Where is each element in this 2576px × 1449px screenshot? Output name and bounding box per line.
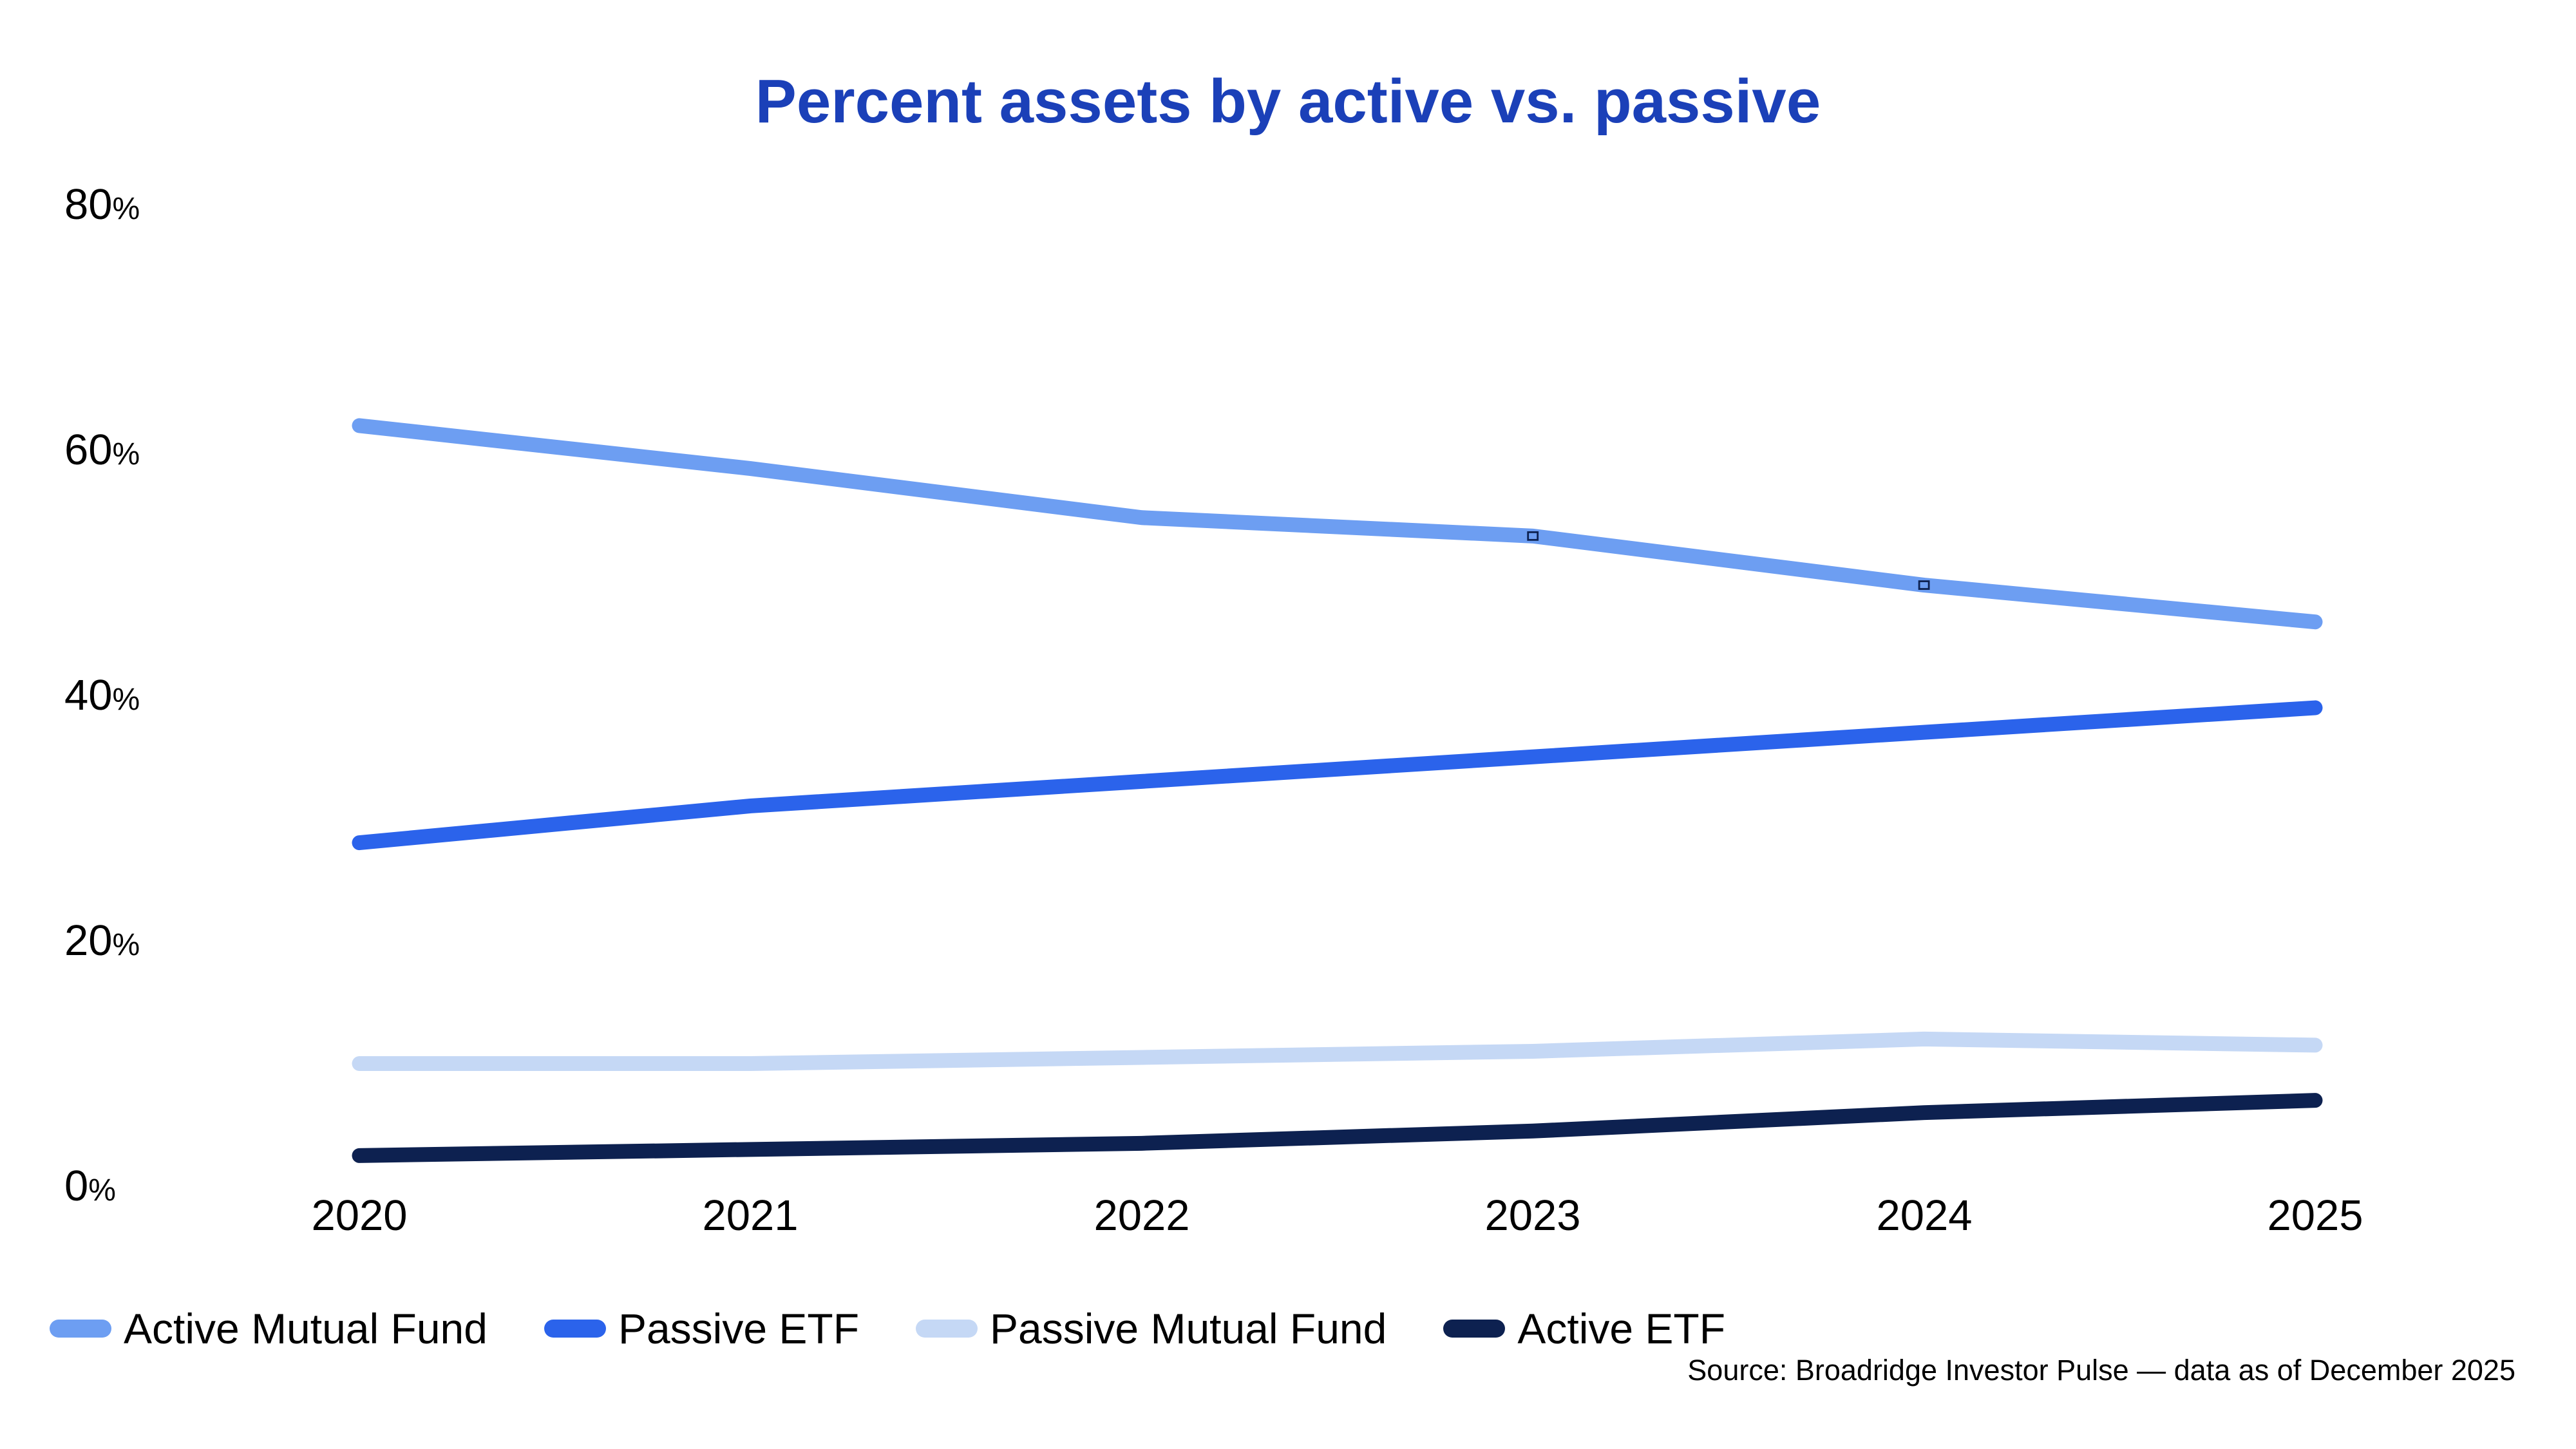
line-passive-mutual-fund bbox=[352, 1031, 2323, 1071]
legend-label: Active Mutual Fund bbox=[124, 1304, 488, 1352]
legend-label: Passive ETF bbox=[618, 1304, 860, 1352]
legend-item-active-etf: Active ETF bbox=[1443, 1304, 1725, 1353]
x-axis-label-2022: 2022 bbox=[1094, 1191, 1190, 1240]
y-axis-tick-60: 60% bbox=[64, 426, 140, 474]
legend-item-passive-etf: Passive ETF bbox=[544, 1304, 859, 1353]
x-axis-label-2020: 2020 bbox=[311, 1191, 408, 1240]
percent-suffix: % bbox=[112, 437, 140, 471]
legend: Active Mutual Fund Passive ETF Passive M… bbox=[50, 1301, 1725, 1356]
passive-etf-swatch-icon bbox=[544, 1319, 606, 1338]
y-axis-tick-40: 40% bbox=[64, 671, 140, 719]
y-axis-tick-20: 20% bbox=[64, 916, 140, 965]
legend-label: Passive Mutual Fund bbox=[990, 1304, 1387, 1352]
line-passive-etf bbox=[352, 700, 2323, 851]
x-axis-label-2024: 2024 bbox=[1876, 1191, 1973, 1240]
chart-title: Percent assets by active vs. passive bbox=[755, 67, 1821, 136]
y-axis-tick-0: 0% bbox=[64, 1162, 116, 1210]
percent-suffix: % bbox=[112, 192, 140, 226]
x-axis-label-2023: 2023 bbox=[1484, 1191, 1581, 1240]
active-mutual-fund-swatch-icon bbox=[50, 1319, 111, 1338]
percent-suffix: % bbox=[112, 928, 140, 962]
x-axis-label-2025: 2025 bbox=[2267, 1191, 2363, 1240]
point-marker-icon bbox=[1527, 531, 1539, 541]
line-active-etf bbox=[352, 1093, 2323, 1163]
source-note: Source: Broadridge Investor Pulse — data… bbox=[1687, 1354, 2515, 1387]
point-marker-icon bbox=[1918, 580, 1930, 590]
active-etf-swatch-icon bbox=[1443, 1319, 1506, 1338]
percent-suffix: % bbox=[88, 1173, 116, 1208]
y-axis-tick-80: 80% bbox=[64, 180, 140, 229]
percent-suffix: % bbox=[112, 683, 140, 717]
passive-mutual-fund-swatch-icon bbox=[916, 1319, 978, 1338]
legend-label: Active ETF bbox=[1517, 1304, 1726, 1352]
legend-item-passive-mutual-fund: Passive Mutual Fund bbox=[916, 1304, 1387, 1353]
line-active-mutual-fund bbox=[352, 418, 2323, 630]
legend-item-active-mutual-fund: Active Mutual Fund bbox=[50, 1304, 488, 1353]
x-axis-label-2021: 2021 bbox=[702, 1191, 799, 1240]
